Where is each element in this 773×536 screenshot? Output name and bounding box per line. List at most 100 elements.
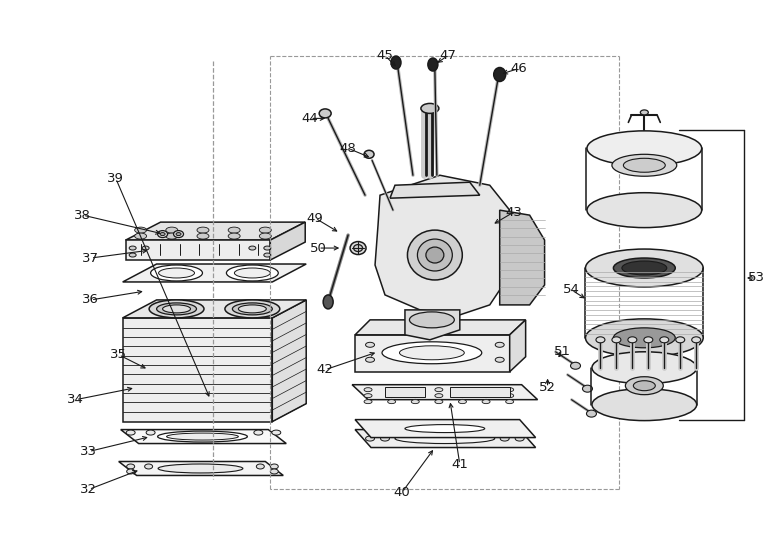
Ellipse shape: [264, 253, 271, 257]
Ellipse shape: [482, 393, 490, 398]
Ellipse shape: [176, 233, 181, 236]
Ellipse shape: [249, 246, 256, 250]
Text: 49: 49: [307, 212, 324, 225]
Polygon shape: [355, 429, 536, 448]
Ellipse shape: [587, 131, 702, 166]
Ellipse shape: [515, 436, 524, 441]
Ellipse shape: [158, 431, 247, 442]
Ellipse shape: [149, 300, 204, 318]
Ellipse shape: [135, 227, 147, 233]
Ellipse shape: [570, 362, 581, 369]
Polygon shape: [119, 461, 283, 475]
Ellipse shape: [366, 343, 375, 347]
Ellipse shape: [458, 400, 466, 404]
Ellipse shape: [614, 258, 676, 278]
Ellipse shape: [435, 393, 443, 398]
Ellipse shape: [162, 305, 190, 313]
Ellipse shape: [400, 346, 465, 360]
Ellipse shape: [146, 430, 155, 435]
Text: 34: 34: [67, 393, 84, 406]
Ellipse shape: [410, 312, 455, 328]
Ellipse shape: [587, 410, 597, 417]
Text: 47: 47: [439, 49, 456, 62]
Text: 35: 35: [111, 348, 128, 361]
Ellipse shape: [411, 388, 419, 392]
Ellipse shape: [238, 305, 267, 313]
Polygon shape: [499, 210, 545, 305]
Ellipse shape: [166, 233, 178, 239]
Text: 40: 40: [393, 486, 410, 499]
Polygon shape: [509, 320, 526, 372]
Ellipse shape: [380, 436, 390, 441]
Ellipse shape: [382, 342, 482, 364]
Ellipse shape: [633, 381, 656, 391]
Ellipse shape: [271, 464, 278, 469]
Ellipse shape: [435, 388, 443, 392]
Ellipse shape: [142, 246, 149, 250]
Ellipse shape: [364, 388, 372, 392]
Ellipse shape: [411, 393, 419, 398]
Ellipse shape: [145, 464, 152, 469]
Ellipse shape: [388, 388, 396, 392]
Text: 37: 37: [82, 251, 99, 265]
Text: 52: 52: [539, 381, 556, 394]
Ellipse shape: [197, 227, 209, 233]
Ellipse shape: [625, 377, 663, 394]
Ellipse shape: [628, 337, 637, 343]
Polygon shape: [375, 175, 509, 315]
Ellipse shape: [388, 393, 396, 398]
Ellipse shape: [506, 400, 514, 404]
Ellipse shape: [272, 430, 281, 435]
Text: 54: 54: [563, 284, 580, 296]
Ellipse shape: [158, 464, 243, 473]
Ellipse shape: [494, 68, 506, 81]
Text: 42: 42: [317, 363, 334, 376]
Ellipse shape: [160, 233, 165, 236]
Text: 38: 38: [74, 209, 91, 222]
Ellipse shape: [135, 240, 147, 246]
Ellipse shape: [388, 400, 396, 404]
Ellipse shape: [592, 352, 696, 384]
Ellipse shape: [174, 230, 183, 237]
Ellipse shape: [411, 400, 419, 404]
Ellipse shape: [596, 337, 605, 343]
Polygon shape: [121, 429, 286, 444]
Ellipse shape: [495, 358, 504, 362]
Polygon shape: [355, 320, 526, 335]
Polygon shape: [272, 300, 306, 422]
Ellipse shape: [482, 400, 490, 404]
Ellipse shape: [612, 337, 621, 343]
Ellipse shape: [506, 393, 514, 398]
Polygon shape: [123, 264, 306, 282]
Bar: [450, 386, 509, 397]
Ellipse shape: [428, 58, 438, 71]
Polygon shape: [123, 300, 306, 318]
Ellipse shape: [660, 337, 669, 343]
Text: 32: 32: [80, 483, 97, 496]
Ellipse shape: [254, 430, 263, 435]
Ellipse shape: [623, 158, 666, 172]
Ellipse shape: [640, 110, 649, 115]
Ellipse shape: [495, 343, 504, 347]
Bar: [385, 386, 425, 397]
Text: 53: 53: [747, 271, 764, 285]
Ellipse shape: [585, 249, 703, 287]
Ellipse shape: [228, 233, 240, 239]
Text: 43: 43: [506, 206, 522, 219]
Ellipse shape: [407, 230, 462, 280]
Ellipse shape: [225, 300, 280, 318]
Ellipse shape: [353, 244, 363, 251]
Ellipse shape: [319, 109, 331, 118]
Polygon shape: [405, 310, 460, 340]
Text: 45: 45: [376, 49, 393, 62]
Ellipse shape: [197, 233, 209, 239]
Ellipse shape: [506, 388, 514, 392]
Ellipse shape: [158, 268, 195, 278]
Ellipse shape: [405, 425, 485, 433]
Ellipse shape: [129, 253, 136, 257]
Ellipse shape: [271, 469, 278, 474]
Ellipse shape: [264, 246, 271, 250]
Ellipse shape: [500, 436, 509, 441]
Ellipse shape: [614, 328, 676, 348]
Text: 39: 39: [107, 172, 124, 185]
